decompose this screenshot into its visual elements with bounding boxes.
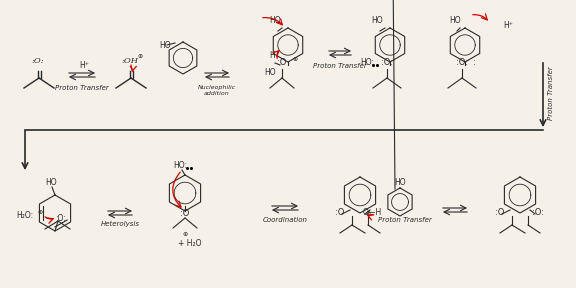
Text: :O: :O (495, 208, 505, 217)
Text: Heterolysis: Heterolysis (100, 221, 139, 227)
Text: HO:: HO: (360, 58, 374, 67)
Text: :O:: :O: (381, 58, 393, 67)
Text: :O:: :O: (32, 57, 44, 65)
Text: H⁺: H⁺ (503, 21, 513, 30)
Text: ⊕: ⊕ (292, 57, 297, 62)
Text: O—H: O—H (362, 208, 382, 217)
Text: HO: HO (371, 16, 383, 25)
Text: Nucleophilic
addition: Nucleophilic addition (198, 85, 236, 96)
Text: :OH: :OH (122, 57, 138, 65)
Text: HO: HO (394, 178, 406, 187)
Text: Proton Transfer: Proton Transfer (55, 85, 109, 91)
Text: Proton Transfer: Proton Transfer (378, 217, 432, 223)
Text: HO: HO (264, 68, 276, 77)
Text: Coordination: Coordination (263, 217, 308, 223)
Text: ⊕: ⊕ (37, 210, 42, 215)
Text: HO: HO (269, 16, 281, 25)
Text: Proton Transfer: Proton Transfer (313, 63, 367, 69)
Text: ⊕: ⊕ (183, 232, 188, 237)
Text: HO: HO (159, 41, 171, 50)
Text: + H₂O: + H₂O (178, 239, 202, 248)
Text: Proton Transfer: Proton Transfer (548, 66, 554, 120)
Text: H: H (269, 51, 275, 60)
Text: :O: :O (180, 209, 190, 218)
Text: H⁺: H⁺ (79, 60, 89, 69)
Text: HO: HO (45, 178, 57, 187)
Text: :O:: :O: (532, 208, 544, 217)
Text: :O: :O (335, 208, 344, 217)
Text: HO:: HO: (173, 161, 187, 170)
Text: :: : (473, 58, 475, 67)
Text: :O:: :O: (456, 58, 468, 67)
Text: H₂O:: H₂O: (17, 211, 33, 220)
Text: ⊕: ⊕ (137, 54, 143, 60)
Text: :O: :O (277, 58, 287, 67)
Text: HO: HO (449, 16, 461, 25)
Text: :O:: :O: (55, 214, 65, 223)
Text: ⊕: ⊕ (365, 211, 370, 216)
